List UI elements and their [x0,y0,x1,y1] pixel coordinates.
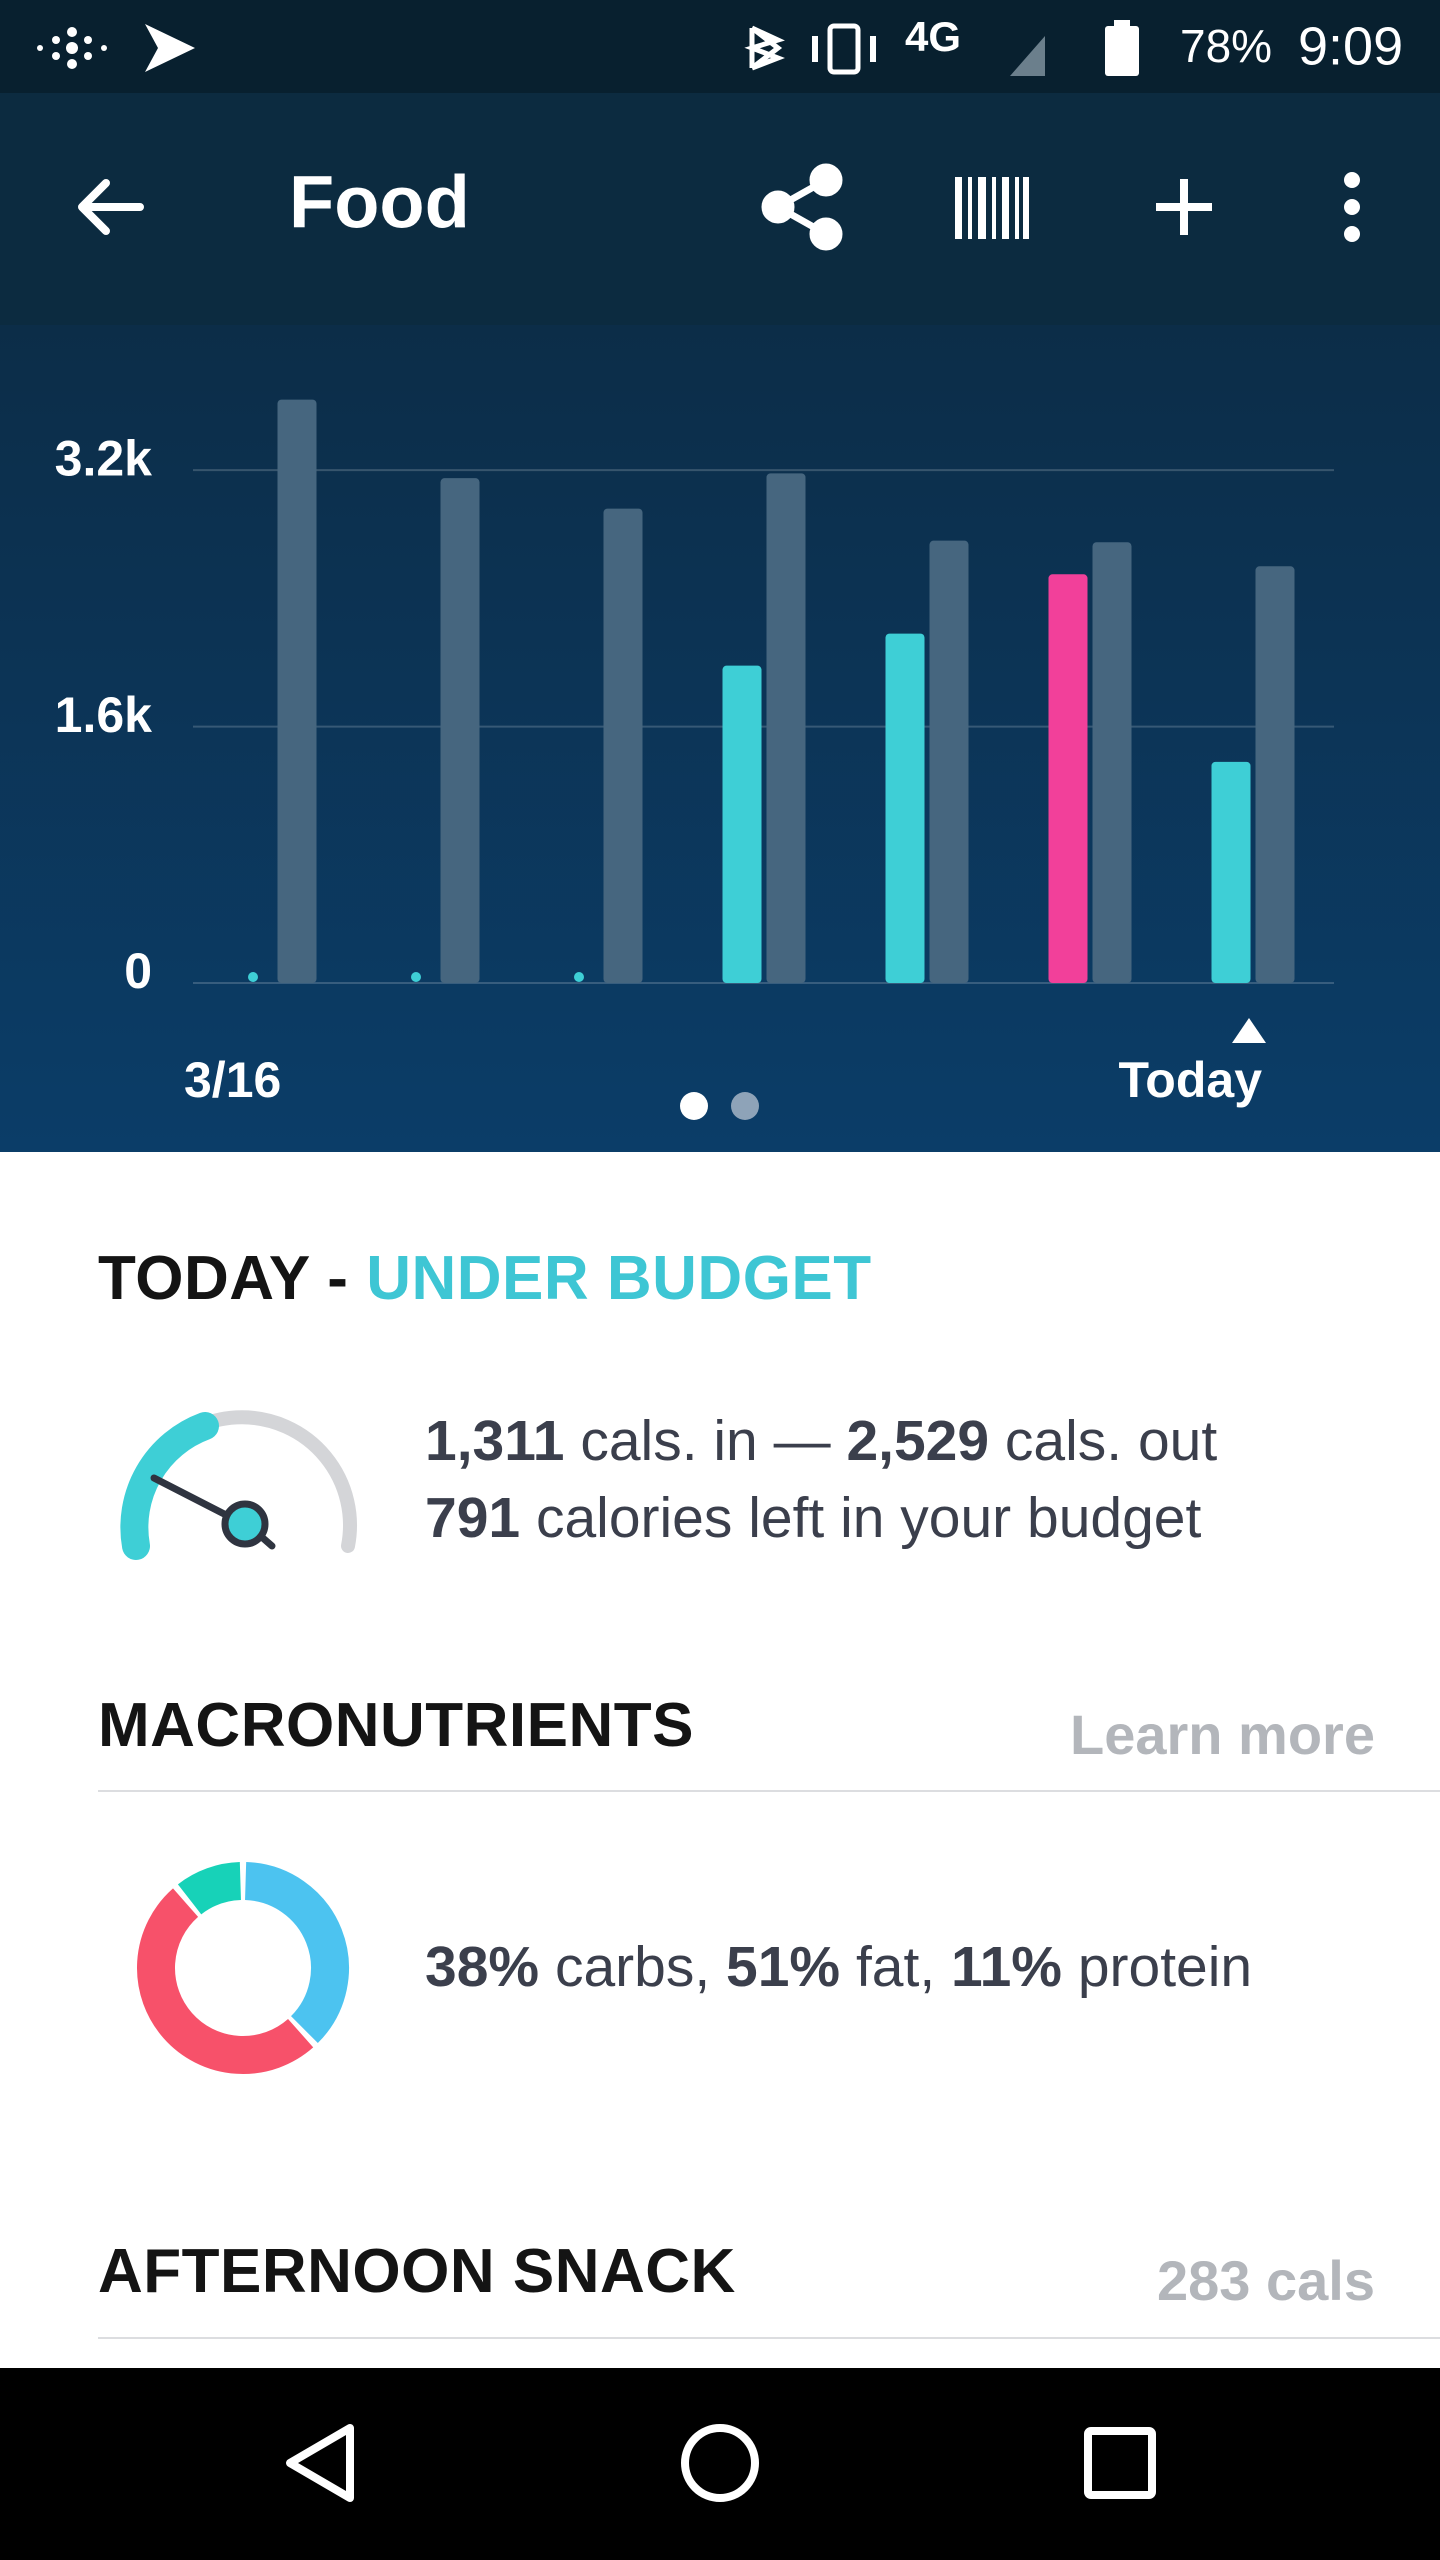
macro-percent: 38% [425,1935,540,1999]
calorie-summary: 1,311 cals. in — 2,529 cals. out [425,1413,1217,1470]
cals-left-label: calories left in your budget [535,1486,1202,1550]
page-indicator[interactable] [731,1092,759,1120]
toolbar-title: Food [289,161,470,244]
heading-text: TODAY - [98,1244,349,1313]
today-heading: TODAY - UNDER BUDGET [98,1248,872,1310]
bar [411,972,421,982]
bar [722,665,762,983]
nav-background [0,2368,1440,2560]
bar [1048,574,1088,983]
x-tick-label: Today [1118,1052,1262,1108]
status-icons: 4G [37,13,1139,76]
cals-left: 791 [425,1486,521,1550]
bar [885,633,925,983]
meal-heading: AFTERNOON SNACK [98,2237,736,2306]
donut-segment [136,1888,314,2075]
toolbar [0,93,1440,325]
page-indicator[interactable] [680,1092,708,1120]
header-and-chart: 4G 78% 9:09 Food 0 1.6k 3.2k 3/16 Today [0,0,1440,1152]
learn-more-link[interactable]: Learn more [1070,1703,1375,1766]
macro-percent: 11% [951,1935,1062,1999]
today-marker [1232,1018,1266,1043]
budget-gauge [120,1410,357,1560]
macro-name: fat, [855,1935,936,1999]
y-tick-label: 0 [124,943,152,999]
bar [1255,566,1295,983]
cals-out: 2,529 [846,1409,990,1473]
bar [603,508,643,983]
bar [440,478,480,983]
macros-heading: MACRONUTRIENTS [98,1691,694,1760]
x-tick-label: 3/16 [184,1052,281,1108]
recents-nav[interactable] [1084,2427,1156,2499]
meal-calories: 283 cals [1157,2249,1375,2312]
y-tick-label: 1.6k [55,687,153,743]
budget-status: UNDER BUDGET [366,1244,872,1313]
bar [929,540,969,983]
y-tick-label: 3.2k [55,430,153,486]
navigation-bar [0,2368,1440,2560]
cals-in: 1,311 [425,1409,565,1473]
share-button[interactable] [761,163,843,251]
macro-percent: 51% [726,1935,841,1999]
back-nav[interactable] [286,2424,354,2502]
bar [248,972,258,982]
macros-summary: 38% carbs, 51% fat, 11% protein [425,1939,1252,1996]
cals-out-label: cals. out [1004,1409,1218,1473]
add-button[interactable] [1156,179,1212,235]
clock: 9:09 [1298,16,1403,76]
donut-segment [177,1862,242,1915]
divider [98,2337,1440,2339]
home-nav[interactable] [681,2424,759,2502]
svg-text:4G: 4G [905,13,961,60]
bar [1092,542,1132,983]
barcode-button[interactable] [955,177,1029,239]
battery-level: 78% [1180,20,1272,72]
divider [98,1790,1440,1792]
bar [574,972,584,982]
chart-background [0,325,1440,1152]
macro-name: carbs, [554,1935,711,1999]
status-bar [0,0,1440,93]
cals-in-label: cals. in — [580,1409,831,1473]
bar [277,399,317,983]
macro-name: protein [1077,1935,1253,1999]
back-button[interactable] [78,179,144,235]
macros-donut [136,1862,349,2075]
bar [1211,761,1251,983]
bar [766,473,806,983]
calories-left: 791 calories left in your budget [425,1490,1201,1547]
donut-segment [244,1862,349,2044]
more-button[interactable] [1344,172,1360,242]
